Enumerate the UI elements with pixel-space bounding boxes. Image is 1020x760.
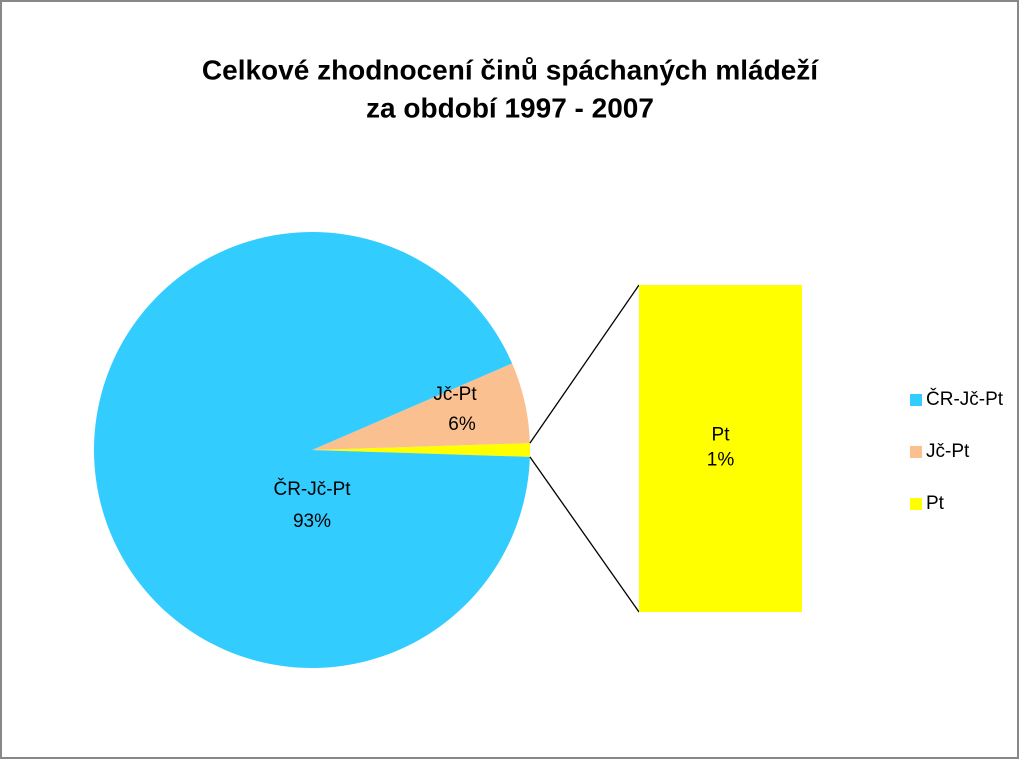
chart-title: Celkové zhodnocení činů spáchaných mláde… xyxy=(202,54,819,85)
legend-swatch xyxy=(910,394,922,406)
connector-line xyxy=(529,456,640,613)
pie-slice xyxy=(312,363,530,450)
data-label: 6% xyxy=(448,414,476,435)
data-label: 1% xyxy=(707,450,735,471)
legend-label: Pt xyxy=(926,493,945,514)
connector-line xyxy=(529,284,640,444)
data-label: 93% xyxy=(293,511,331,532)
chart-title: za období 1997 - 2007 xyxy=(366,92,654,123)
legend-label: ČR-Jč-Pt xyxy=(926,388,1004,410)
pie-slice xyxy=(94,232,530,669)
legend-swatch xyxy=(910,446,922,458)
data-label: Jč-Pt xyxy=(433,384,477,405)
data-label: Pt xyxy=(712,425,731,446)
legend-label: Jč-Pt xyxy=(926,441,970,462)
bar-segment xyxy=(639,285,802,612)
legend-swatch xyxy=(910,498,922,510)
pie-slice xyxy=(312,443,531,457)
data-label: ČR-Jč-Pt xyxy=(273,478,351,500)
